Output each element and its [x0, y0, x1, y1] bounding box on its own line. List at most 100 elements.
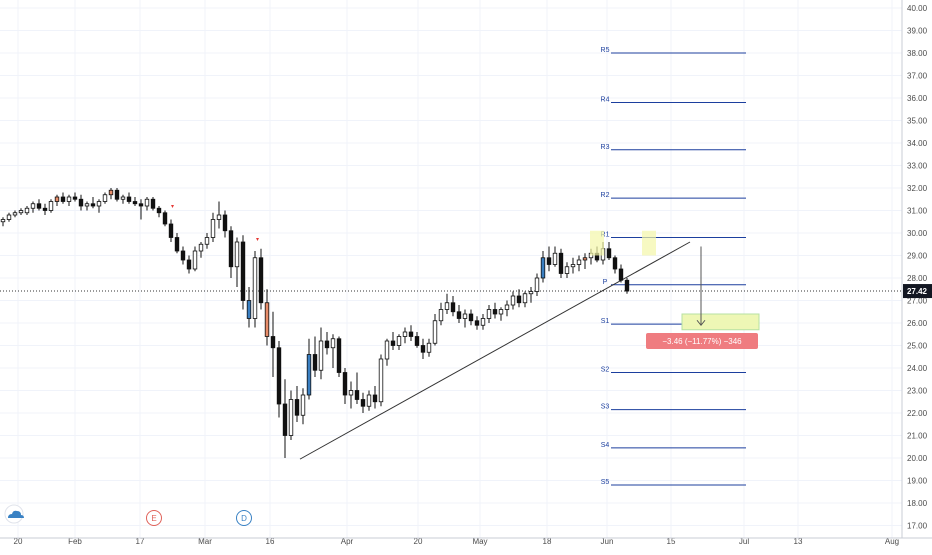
event-marker-label: E: [151, 514, 156, 523]
current-price-tag[interactable]: [903, 284, 932, 299]
candle-body: [618, 268, 624, 281]
candle: [384, 338, 390, 366]
candle: [174, 233, 180, 254]
candle: [462, 309, 468, 328]
logo-icon[interactable]: [4, 504, 24, 524]
candle-body: [474, 320, 480, 326]
candle-body: [534, 277, 540, 292]
candle: [306, 338, 312, 400]
current-price-value: 27.42: [907, 287, 928, 296]
candle-body: [174, 237, 180, 252]
price-tick-label: 29.00: [907, 252, 928, 261]
candle-body: [288, 399, 294, 436]
candle: [252, 251, 258, 328]
trendline[interactable]: [299, 241, 691, 460]
candle: [312, 336, 318, 377]
price-tick-label: 33.00: [907, 162, 928, 171]
pivot-levels: R5 R4 R3 R2 R1 P S1 S2 S3 S4 S5: [601, 47, 746, 486]
pivot-label-r2: R2: [601, 192, 610, 199]
candle-body: [336, 338, 342, 373]
candle: [528, 287, 534, 303]
time-axis[interactable]: 20 Feb 17 Mar 16 Apr 20 May 18 Jun 15 Jul 13 Aug: [0, 537, 932, 546]
candle-body: [180, 250, 186, 261]
price-tick-label: 39.00: [907, 27, 928, 36]
candle: [516, 289, 522, 308]
logo-cloud: [8, 510, 24, 518]
candle: [288, 390, 294, 440]
pivot-label-s1: S1: [601, 318, 610, 325]
candle-body: [420, 345, 426, 353]
candle: [354, 372, 360, 404]
pivot-label-r4: R4: [601, 97, 610, 104]
candle: [258, 248, 264, 310]
date-tick-label: 16: [266, 537, 275, 546]
date-tick-label: Jun: [601, 537, 614, 546]
candle: [198, 242, 204, 258]
candle: [498, 307, 504, 321]
ascending-trendline[interactable]: [299, 241, 691, 460]
candle: [66, 194, 72, 206]
candle-body: [462, 313, 468, 319]
candle-body: [114, 189, 120, 200]
price-tick-label: 28.00: [907, 274, 928, 283]
candle-body: [162, 212, 168, 225]
candle-body: [258, 257, 264, 304]
candle: [366, 390, 372, 411]
candle-body: [390, 340, 396, 346]
target-zone-box[interactable]: [681, 313, 760, 331]
date-tick-label: Apr: [341, 537, 354, 546]
event-marker-d[interactable]: D: [236, 510, 252, 526]
annotations[interactable]: −3.46 (−11.77%) −346: [171, 205, 760, 349]
candle: [474, 316, 480, 330]
candle: [408, 325, 414, 341]
candle-body: [210, 219, 216, 238]
candle-body: [348, 390, 354, 396]
measure-label-box[interactable]: [646, 333, 758, 349]
candle: [510, 291, 516, 310]
candle: [84, 201, 90, 211]
candle-body: [402, 331, 408, 337]
grid: [0, 0, 902, 538]
candle-body: [366, 394, 372, 407]
candle: [48, 199, 54, 213]
event-marker-e[interactable]: E: [146, 510, 162, 526]
candle-body: [222, 214, 228, 232]
candle-body: [48, 201, 54, 211]
candle-body: [318, 340, 324, 371]
candle: [534, 273, 540, 296]
measure-arrowhead: [696, 319, 706, 327]
candle: [24, 206, 30, 215]
candle-body: [330, 338, 336, 349]
candle: [234, 237, 240, 287]
pivot-label-s3: S3: [601, 404, 610, 411]
candle: [348, 381, 354, 409]
candle: [552, 246, 558, 267]
candle-body: [378, 358, 384, 403]
candle-body: [312, 354, 318, 371]
candle-body: [84, 203, 90, 207]
candle: [606, 242, 612, 260]
candle-body: [24, 207, 30, 214]
pivot-label-r1: R1: [601, 232, 610, 239]
candle: [78, 194, 84, 211]
date-tick-label: May: [472, 537, 487, 546]
event-marker-label: D: [241, 514, 247, 523]
pivot-label-p: P: [603, 279, 608, 286]
candle: [108, 188, 114, 200]
date-tick-label: Feb: [68, 537, 82, 546]
candle: [0, 217, 6, 227]
date-tick-label: 18: [543, 537, 552, 546]
price-tick-label: 32.00: [907, 184, 928, 193]
candle: [402, 327, 408, 344]
candle-body: [90, 203, 96, 207]
price-tick-label: 34.00: [907, 139, 928, 148]
price-tick-label: 21.00: [907, 432, 928, 441]
event-marker-circle: [236, 510, 252, 526]
price-axis[interactable]: 40.00 39.00 38.00 37.00 36.00 35.00 34.00 33.00…: [901, 0, 932, 538]
candle-body: [450, 302, 456, 313]
candle-body: [126, 196, 132, 202]
candle: [12, 210, 18, 218]
